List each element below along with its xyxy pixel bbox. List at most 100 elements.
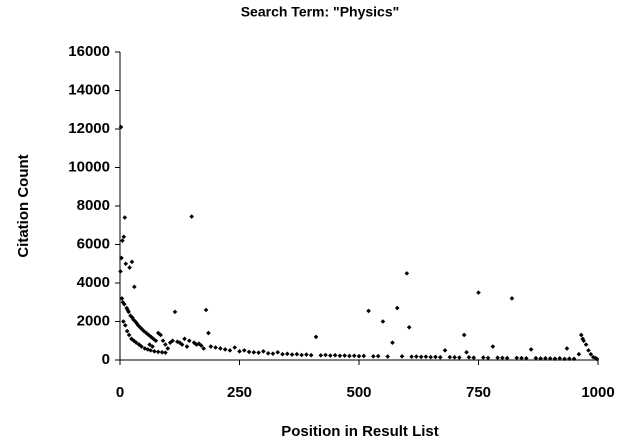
point (328, 353, 333, 358)
point (394, 305, 400, 311)
point (594, 356, 600, 362)
point (571, 356, 577, 362)
point (130, 315, 135, 320)
point (125, 307, 130, 313)
point (447, 354, 453, 360)
point (148, 348, 153, 353)
point (385, 354, 390, 359)
point (232, 345, 238, 350)
point (294, 351, 300, 357)
point (191, 340, 197, 345)
point (159, 350, 165, 355)
point (514, 355, 520, 361)
point (356, 353, 362, 359)
point (480, 355, 486, 360)
point (437, 355, 443, 360)
point (146, 332, 151, 338)
point (466, 355, 472, 360)
point (121, 319, 126, 324)
x-tick-label: 1000 (581, 384, 614, 401)
point (256, 350, 261, 355)
point (122, 301, 127, 307)
point (126, 309, 131, 315)
point (251, 350, 257, 355)
point (423, 354, 429, 360)
point (490, 344, 496, 349)
point (342, 353, 347, 358)
point (153, 338, 159, 344)
y-tick-label: 14000 (68, 81, 110, 98)
point (289, 352, 295, 357)
point (452, 355, 457, 360)
point (152, 349, 157, 354)
point (261, 349, 266, 354)
point (285, 351, 290, 357)
point (464, 350, 469, 355)
point (471, 355, 477, 360)
point (375, 353, 381, 359)
point (119, 255, 124, 261)
x-tick-label: 500 (346, 384, 371, 401)
point (337, 353, 343, 359)
point (313, 334, 319, 340)
point (428, 354, 433, 360)
point (227, 348, 233, 353)
point (172, 309, 178, 315)
point (590, 354, 596, 360)
point (351, 353, 357, 359)
point (380, 319, 386, 324)
point (406, 324, 412, 330)
point (121, 234, 127, 240)
x-tick-label: 750 (466, 384, 491, 401)
y-tick-label: 0 (102, 351, 110, 368)
point (142, 346, 148, 351)
point (418, 354, 424, 360)
point (208, 344, 214, 349)
y-tick-label: 8000 (77, 197, 110, 214)
point (581, 338, 586, 344)
point (124, 328, 130, 334)
x-axis-label: Position in Result List (281, 423, 439, 440)
point (165, 346, 171, 351)
point (134, 321, 140, 326)
point (588, 351, 594, 357)
point (318, 353, 324, 358)
point (543, 355, 548, 361)
point (175, 339, 180, 345)
point (177, 340, 183, 345)
y-tick-label: 12000 (68, 120, 110, 137)
point (118, 124, 124, 130)
point (586, 348, 591, 353)
point (122, 215, 128, 220)
point (332, 352, 338, 358)
point (557, 355, 563, 361)
point (160, 338, 166, 344)
point (299, 352, 304, 358)
point (461, 332, 467, 338)
point (567, 356, 572, 361)
point (118, 269, 123, 274)
point (137, 324, 143, 330)
point (524, 355, 529, 361)
point (129, 259, 135, 265)
point (133, 340, 139, 345)
point (371, 354, 376, 359)
point (547, 356, 553, 361)
point (495, 355, 500, 360)
point (538, 356, 543, 361)
point (409, 354, 414, 360)
point (127, 265, 132, 270)
x-tick-label: 250 (227, 384, 252, 401)
point (241, 348, 247, 353)
point (593, 355, 598, 361)
point (189, 214, 194, 219)
point (155, 349, 161, 355)
y-tick-label: 6000 (77, 235, 110, 252)
y-tick-label: 4000 (77, 274, 110, 291)
point (457, 355, 462, 360)
point (136, 342, 142, 347)
point (237, 349, 242, 354)
point (476, 290, 481, 295)
point (155, 330, 161, 336)
